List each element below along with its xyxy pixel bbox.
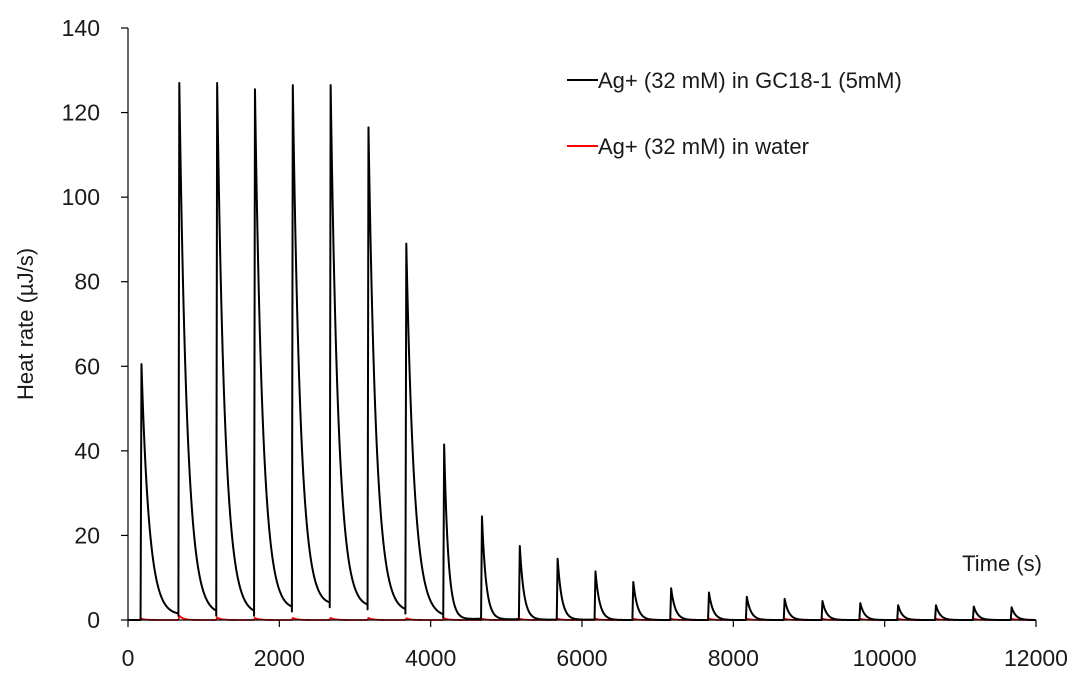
- series-line-gc18: [128, 81, 1037, 621]
- y-tick-label: 20: [74, 522, 100, 548]
- y-ticks: 0 20 40 60 80 100 120 140: [62, 15, 128, 633]
- plot-lines: [128, 81, 1037, 621]
- axes: [127, 28, 1036, 621]
- x-axis-label: Time (s): [962, 551, 1042, 576]
- x-tick-label: 2000: [254, 645, 305, 671]
- legend-label-gc18: Ag+ (32 mM) in GC18-1 (5mM): [598, 68, 902, 93]
- y-tick-label: 60: [74, 353, 100, 379]
- y-tick-label: 140: [62, 15, 100, 41]
- x-tick-label: 0: [122, 645, 135, 671]
- y-axis-label: Heat rate (µJ/s): [13, 248, 38, 400]
- y-tick-label: 0: [87, 607, 100, 633]
- y-tick-label: 100: [62, 184, 100, 210]
- x-tick-label: 4000: [405, 645, 456, 671]
- x-tick-label: 12000: [1004, 645, 1068, 671]
- x-ticks: 0 2000 4000 6000 8000 10000 12000: [122, 620, 1068, 671]
- y-tick-label: 80: [74, 269, 100, 295]
- y-tick-label: 120: [62, 100, 100, 126]
- legend: Ag+ (32 mM) in GC18-1 (5mM) Ag+ (32 mM) …: [567, 68, 902, 159]
- x-tick-label: 8000: [708, 645, 759, 671]
- y-tick-label: 40: [74, 438, 100, 464]
- x-tick-label: 10000: [853, 645, 917, 671]
- x-tick-label: 6000: [556, 645, 607, 671]
- legend-label-water: Ag+ (32 mM) in water: [598, 134, 809, 159]
